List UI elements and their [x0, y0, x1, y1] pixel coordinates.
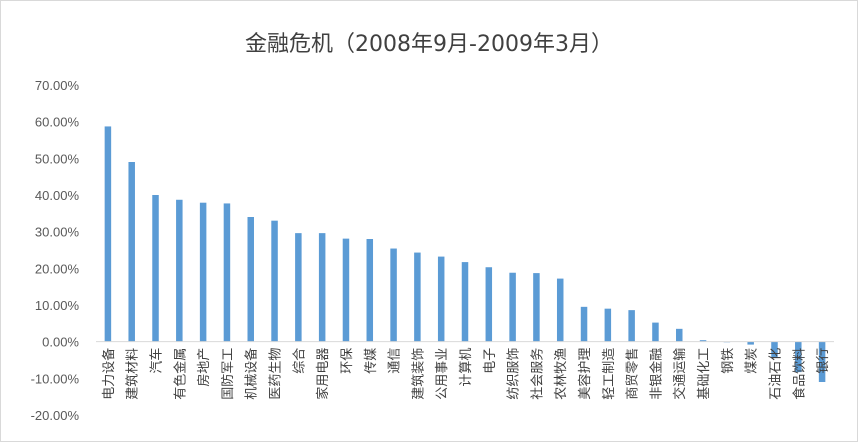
- x-tick-label: 农林牧渔: [554, 348, 569, 400]
- y-tick-label: 40.00%: [35, 188, 80, 203]
- x-tick-label: 商贸零售: [625, 348, 641, 400]
- x-axis: 电力设备 建筑材料 汽车 有色金属 房地产 国防军工 机械设备 医药生物 综合 家用电器 环保 传媒通…: [101, 348, 831, 400]
- x-tick-label: 传媒: [364, 348, 379, 374]
- x-tick-label: 美容护理: [577, 348, 593, 400]
- bar: [318, 233, 326, 342]
- x-tick-label: 通信: [388, 348, 403, 374]
- x-tick-label: 环保: [340, 348, 355, 374]
- bar: [676, 328, 683, 342]
- x-tick-label: 石油石化: [768, 348, 783, 400]
- bar: [295, 233, 302, 342]
- x-tick-label: 纺织服饰: [507, 348, 522, 400]
- x-tick-label: 计算机: [459, 348, 474, 387]
- x-tick-label: 家用电器: [315, 348, 331, 400]
- x-tick-label: 轻工制造: [602, 348, 617, 400]
- y-tick-label: 50.00%: [35, 151, 80, 166]
- bar: [556, 278, 564, 342]
- bar: [104, 126, 112, 342]
- x-tick-label: 煤炭: [745, 348, 760, 374]
- bar: [223, 203, 231, 342]
- bar: [485, 267, 493, 342]
- chart-title: 金融危机（2008年9月-2009年3月）: [245, 32, 613, 57]
- x-tick-label: 电子: [483, 348, 498, 374]
- x-tick-label: 电力设备: [101, 348, 117, 400]
- bar: [533, 273, 540, 342]
- x-tick-label: 机械设备: [244, 348, 260, 400]
- bar: [628, 310, 635, 342]
- bar: [342, 238, 350, 342]
- bar: [461, 262, 469, 342]
- bar: [604, 308, 612, 342]
- bar: [699, 340, 707, 342]
- y-tick-label: 30.00%: [35, 225, 80, 240]
- bar: [271, 220, 278, 342]
- bar: [390, 248, 397, 342]
- bar: [818, 341, 826, 382]
- x-tick-label: 食品饮料: [791, 348, 807, 400]
- bar: [771, 341, 778, 358]
- x-tick-label: 建筑材料: [125, 348, 141, 400]
- x-tick-label: 有色金属: [172, 348, 188, 400]
- bar: [652, 322, 659, 342]
- x-tick-label: 交通运输: [672, 348, 688, 400]
- x-tick-label: 综合: [292, 348, 307, 374]
- bar: [128, 162, 135, 342]
- x-tick-label: 国防军工: [220, 348, 236, 400]
- y-axis: 70.00% 60.00% 50.00% 40.00% 30.00% 20.00% 10.0…: [31, 78, 80, 423]
- x-tick-label: 公用事业: [435, 348, 450, 400]
- bar: [199, 202, 207, 342]
- y-tick-label: 70.00%: [35, 78, 80, 93]
- y-tick-label: -20.00%: [31, 408, 80, 423]
- bar: [509, 272, 516, 342]
- y-tick-label: 60.00%: [35, 115, 80, 130]
- bars: [104, 126, 826, 382]
- x-tick-label: 建筑装饰: [410, 348, 426, 400]
- bar: [580, 306, 588, 342]
- x-tick-label: 钢铁: [721, 348, 736, 374]
- x-tick-label: 基础化工: [697, 348, 712, 400]
- x-tick-label: 房地产: [196, 348, 212, 387]
- x-tick-label: 社会服务: [529, 348, 545, 400]
- bar: [152, 195, 159, 342]
- bar: [366, 239, 374, 342]
- y-tick-label: 0.00%: [42, 335, 79, 350]
- x-tick-label: 汽车: [149, 348, 165, 374]
- x-tick-label: 银行: [816, 348, 831, 374]
- bar: [414, 252, 421, 342]
- y-tick-label: 20.00%: [35, 261, 80, 276]
- bar: [247, 217, 254, 342]
- bar: [176, 199, 183, 342]
- y-tick-label: -10.00%: [31, 371, 80, 386]
- bar: [437, 256, 445, 342]
- y-tick-label: 10.00%: [35, 298, 80, 313]
- x-tick-label: 医药生物: [269, 348, 284, 400]
- bar: [747, 341, 754, 345]
- bar: [795, 341, 802, 373]
- x-tick-label: 非银金融: [648, 348, 664, 400]
